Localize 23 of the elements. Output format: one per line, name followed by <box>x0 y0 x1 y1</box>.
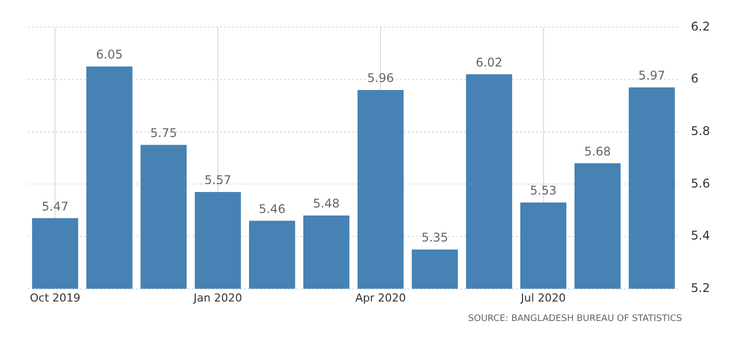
data-label: 5.97 <box>638 68 666 82</box>
x-tick-label: Apr 2020 <box>355 291 406 304</box>
data-label: 5.57 <box>204 173 232 188</box>
data-label: 5.68 <box>584 144 611 158</box>
y-tick-label: 6.2 <box>690 19 710 34</box>
data-label: 5.48 <box>312 196 340 211</box>
y-tick-label: 5.4 <box>690 228 710 243</box>
data-label: 5.96 <box>367 71 394 86</box>
y-tick-label: 5.2 <box>690 280 710 295</box>
data-label: 5.46 <box>258 202 286 216</box>
data-label: 6.05 <box>96 48 123 62</box>
data-label: 5.75 <box>150 126 177 140</box>
y-tick-label: 6 <box>690 72 699 86</box>
x-tick-label: Jan 2020 <box>192 291 242 304</box>
data-label: 5.35 <box>421 230 448 245</box>
y-tick-label: 5.8 <box>690 124 710 138</box>
x-tick-label: Oct 2019 <box>30 291 80 304</box>
y-tick-label: 5.6 <box>690 176 710 190</box>
data-label: 5.47 <box>42 199 68 214</box>
x-tick-label: Jul 2020 <box>520 291 566 304</box>
source-note: SOURCE: BANGLADESH BUREAU OF STATISTICS <box>467 314 683 324</box>
data-label: 6.02 <box>476 55 502 70</box>
data-label: 5.53 <box>530 184 557 198</box>
